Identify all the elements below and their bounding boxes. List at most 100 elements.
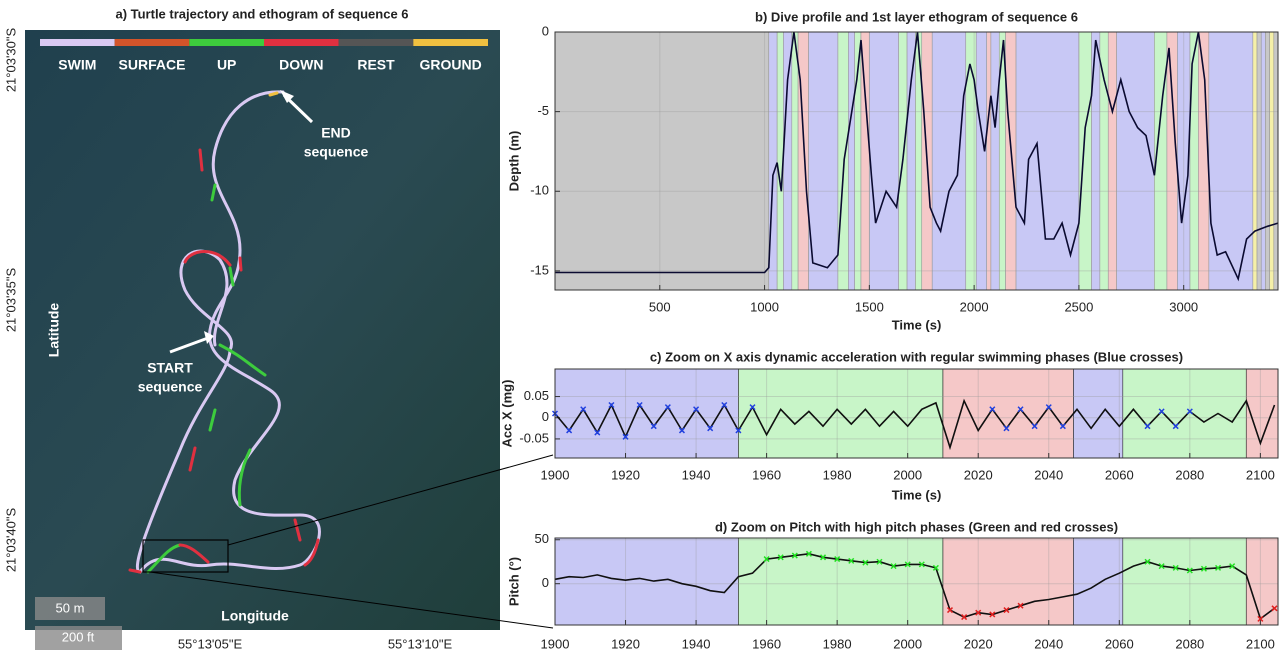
cross-marker	[834, 556, 841, 563]
x-tick-label: 1980	[823, 467, 852, 482]
scale-box	[35, 597, 105, 620]
chart-title: b) Dive profile and 1st layer ethogram o…	[755, 9, 1078, 24]
scale-label: 200 ft	[62, 629, 95, 644]
cross-marker	[721, 401, 728, 409]
x-tick-label: 2500	[1064, 299, 1093, 314]
legend-label: DOWN	[279, 57, 323, 73]
x-tick-label: 1940	[682, 636, 711, 651]
phase-band	[975, 31, 988, 291]
y-tick-label: 0.05	[524, 388, 549, 403]
cross-marker	[1257, 615, 1264, 622]
cross-marker	[650, 423, 657, 430]
phase-band	[986, 31, 992, 291]
legend-label: SWIM	[58, 57, 96, 73]
phase-band	[1208, 31, 1254, 291]
plot-frame	[554, 537, 1279, 626]
x-tick-label: 1980	[823, 636, 852, 651]
annotation: END	[321, 125, 351, 141]
cross-marker	[566, 427, 573, 434]
x-tick-label: 1920	[611, 467, 640, 482]
cross-marker	[580, 406, 587, 413]
x-tick-label: 2000	[960, 299, 989, 314]
legend-swatch	[189, 39, 264, 46]
zoom-line	[227, 454, 554, 546]
x-tick-label: 2000	[893, 467, 922, 482]
chart-title: d) Zoom on Pitch with high pitch phases …	[715, 519, 1118, 534]
zoom-line	[149, 571, 554, 629]
phase-band	[554, 368, 739, 459]
cross-marker	[989, 611, 996, 618]
phase-band	[1116, 31, 1155, 291]
phase-band	[860, 31, 870, 291]
x-axis-label: Time (s)	[892, 487, 942, 502]
lat-label: 21°03'30"S	[3, 28, 18, 93]
phase-band	[1245, 537, 1279, 626]
trajectory	[128, 90, 321, 574]
phase-band	[791, 31, 799, 291]
cross-marker	[904, 561, 911, 568]
lon-label: 55°13'10"E	[388, 636, 453, 651]
scale-box	[35, 626, 122, 650]
legend-label: UP	[217, 57, 236, 73]
cross-marker	[664, 404, 671, 411]
phase-band	[848, 31, 855, 291]
x-tick-label: 1940	[682, 467, 711, 482]
phase-band	[1073, 537, 1124, 626]
y-tick-label: 50	[535, 531, 549, 546]
y-tick-label: -0.05	[519, 430, 549, 445]
cross-marker	[636, 401, 643, 409]
phase-band	[906, 31, 916, 291]
chart-title: c) Zoom on X axis dynamic acceleration w…	[650, 349, 1183, 364]
phase-band	[931, 31, 967, 291]
cross-marker	[1144, 558, 1151, 565]
y-tick-label: 0	[542, 409, 549, 424]
x-tick-label: 1900	[541, 467, 570, 482]
x-axis-label: Longitude	[221, 608, 289, 624]
phase-band	[1166, 31, 1178, 291]
cross-marker	[1059, 423, 1066, 430]
cross-marker	[961, 614, 968, 621]
phase-band	[1273, 31, 1279, 291]
cross-marker	[594, 429, 601, 436]
data-line	[554, 552, 1275, 621]
x-tick-label: 3000	[1169, 299, 1198, 314]
cross-marker	[918, 561, 925, 568]
cross-marker	[1003, 425, 1010, 432]
data-line	[555, 31, 1279, 282]
x-tick-label: 2040	[1034, 467, 1063, 482]
cross-marker	[946, 607, 954, 614]
legend-label: SURFACE	[119, 57, 186, 73]
plot-frame	[554, 368, 1279, 459]
x-tick-label: 2040	[1034, 636, 1063, 651]
cross-marker	[1144, 423, 1151, 430]
cross-marker	[890, 563, 897, 570]
cross-marker	[1045, 404, 1052, 411]
phase-band	[869, 31, 899, 291]
plot-frame	[554, 31, 1279, 291]
cross-marker	[1158, 408, 1165, 415]
legend-label: GROUND	[420, 57, 482, 73]
cross-marker	[1215, 564, 1222, 571]
cross-marker	[608, 401, 615, 409]
phase-band	[1252, 31, 1258, 291]
phase-band	[808, 31, 839, 291]
x-tick-label: 500	[649, 299, 671, 314]
cross-marker	[777, 554, 784, 561]
cross-marker	[749, 404, 756, 411]
data-line	[554, 398, 1276, 451]
cross-marker	[1229, 563, 1236, 570]
x-tick-label: 1960	[752, 636, 781, 651]
lat-label: 21°03'40"S	[3, 508, 18, 573]
phase-band	[990, 31, 1000, 291]
phase-band	[554, 537, 739, 626]
annotation: sequence	[304, 144, 369, 160]
phase-band	[1122, 368, 1247, 459]
phase-band	[1260, 31, 1266, 291]
phase-band	[783, 31, 793, 291]
phase-band	[1122, 537, 1247, 626]
cross-marker	[1186, 408, 1193, 415]
legend-swatch	[264, 39, 339, 46]
phase-band	[1078, 31, 1092, 291]
y-tick-label: -10	[530, 183, 549, 198]
